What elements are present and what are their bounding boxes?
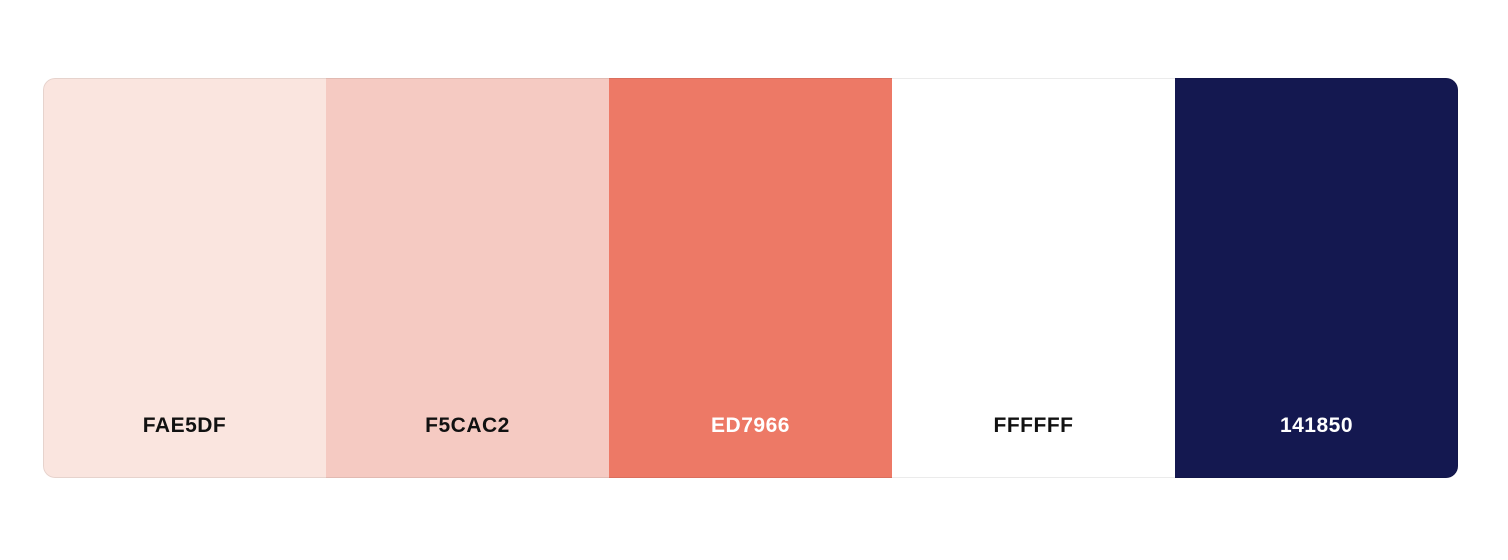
- swatch-hex-label: FFFFFF: [993, 414, 1074, 437]
- color-palette: FAE5DF F5CAC2 ED7966 FFFFFF 141850: [43, 78, 1458, 478]
- color-swatch-fae5df[interactable]: FAE5DF: [43, 78, 326, 478]
- color-swatch-ffffff[interactable]: FFFFFF: [892, 78, 1175, 478]
- swatch-hex-label: F5CAC2: [425, 414, 510, 437]
- color-swatch-f5cac2[interactable]: F5CAC2: [326, 78, 609, 478]
- swatch-hex-label: FAE5DF: [142, 414, 227, 437]
- color-swatch-ed7966[interactable]: ED7966: [609, 78, 892, 478]
- color-swatch-141850[interactable]: 141850: [1175, 78, 1458, 478]
- swatch-hex-label: ED7966: [711, 414, 790, 437]
- swatch-hex-label: 141850: [1279, 414, 1354, 437]
